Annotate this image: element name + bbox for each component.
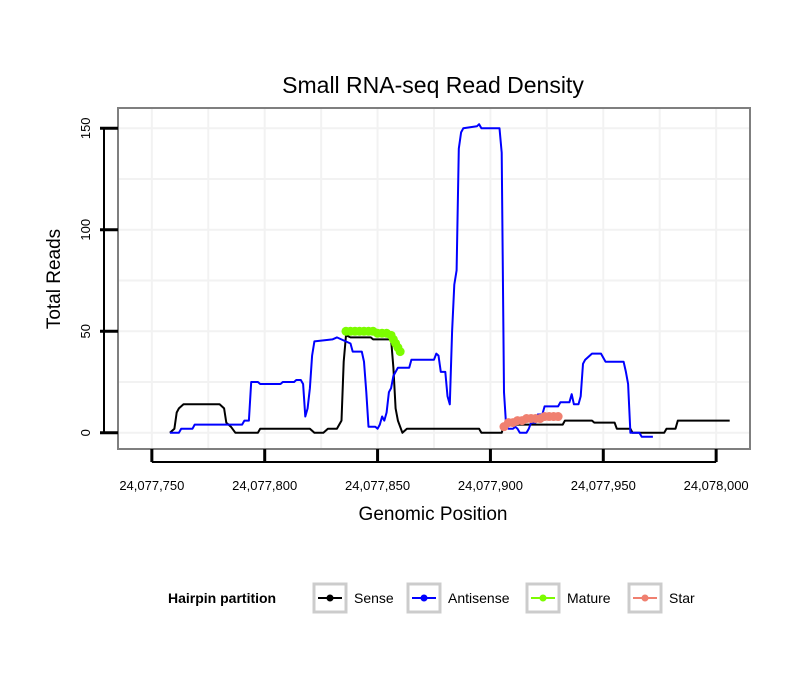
x-tick-label: 24,077,950 [571,478,636,493]
data-series [169,123,730,438]
data-point-star [553,412,563,422]
legend-label-star: Star [669,590,695,606]
x-tick-label: 24,077,800 [232,478,297,493]
data-point-mature [395,347,405,357]
y-tick-label: 100 [78,219,93,241]
y-tick-label: 50 [78,324,93,338]
x-tick-label: 24,077,850 [345,478,410,493]
y-tick-label: 0 [78,429,93,436]
x-tick-label: 24,078,000 [684,478,749,493]
legend-label-sense: Sense [354,590,394,606]
chart-title: Small RNA-seq Read Density [282,72,584,98]
series-line-antisense [169,123,653,438]
axes: 24,077,750 24,077,800 24,077,850 24,077,900… [78,117,749,493]
y-tick-label: 150 [78,117,93,139]
y-axis-title: Total Reads [44,229,65,329]
legend-title: Hairpin partition [168,590,276,606]
x-tick-label: 24,077,900 [458,478,523,493]
legend-label-antisense: Antisense [448,590,510,606]
grid-lines [119,109,749,448]
legend-key-point-star [641,594,649,602]
x-tick-label: 24,077,750 [119,478,184,493]
x-axis-title: Genomic Position [359,504,508,525]
legend-key-point-antisense [420,594,428,602]
legend-key-point-mature [539,594,547,602]
legend-key-point-sense [326,594,334,602]
legend: Hairpin partition Sense Antisense Mature St… [168,582,695,614]
legend-label-mature: Mature [567,590,611,606]
